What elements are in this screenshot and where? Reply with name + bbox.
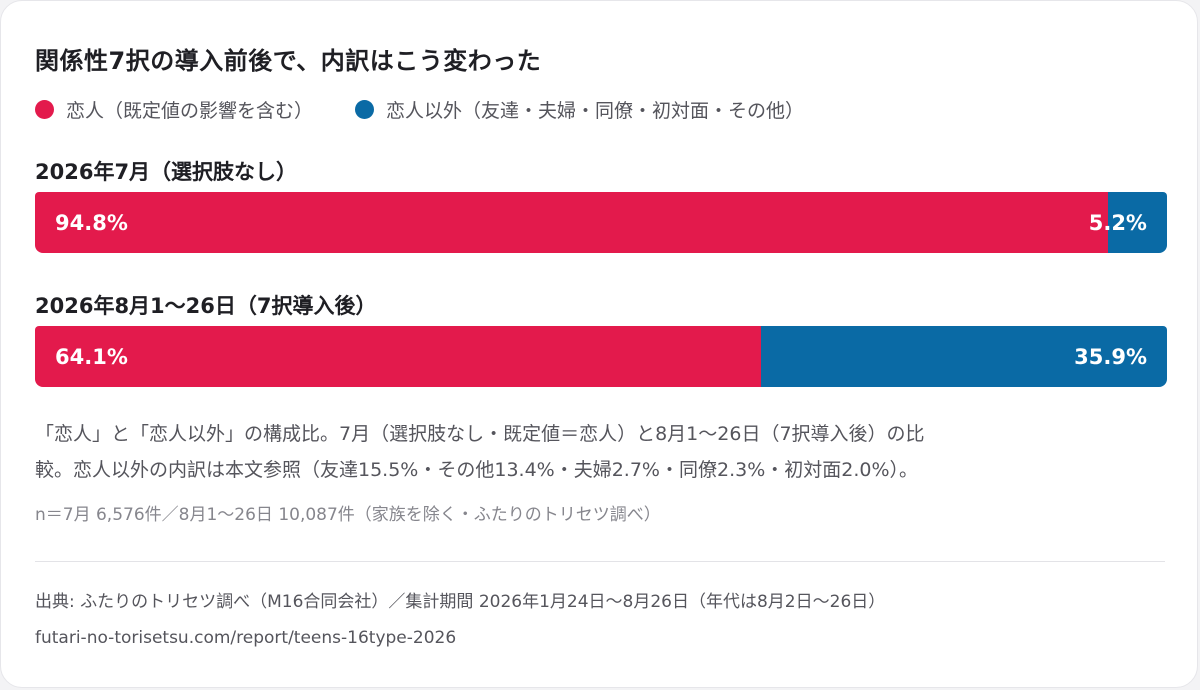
note-line-1: 「恋人」と「恋人以外」の構成比。7月（選択肢なし・既定値＝恋人）と8月1〜26日… [35, 423, 925, 445]
bar-segment-august-lover: 64.1% [35, 326, 761, 387]
source-text: 出典: ふたりのトリセツ調べ（M16合同会社）／集計期間 2026年1月24日〜… [35, 592, 886, 612]
chart-title: 関係性7択の導入前後で、内訳はこう変わった [35, 47, 542, 75]
legend-item-non-lover: 恋人以外（友達・夫婦・同僚・初対面・その他） [355, 96, 804, 123]
legend-item-lover: 恋人（既定値の影響を含む） [35, 96, 313, 123]
data-label-august-non-lover: 35.9% [1074, 344, 1147, 369]
bar-segment-july-lover: 94.8% [35, 192, 1109, 253]
data-label-july-lover: 94.8% [55, 210, 128, 235]
bar-segment-july-non-lover: 5.2% [1089, 192, 1167, 253]
data-label-july-non-lover: 5.2% [1088, 210, 1147, 235]
bar-august: 64.1% 35.9% [35, 326, 1167, 387]
source-url: futari-no-torisetsu.com/report/teens-16t… [35, 628, 457, 648]
legend-dot-lover [35, 100, 54, 119]
category-label-august: 2026年8月1〜26日（7択導入後） [35, 294, 377, 318]
sample-size-note: n＝7月 6,576件／8月1〜26日 10,087件（家族を除く・ふたりのトリ… [35, 505, 661, 525]
legend-label-lover: 恋人（既定値の影響を含む） [66, 100, 314, 122]
bar-segment-august-non-lover: 35.9% [760, 326, 1167, 387]
note-line-2: 較。恋人以外の内訳は本文参照（友達15.5%・その他13.4%・夫婦2.7%・同… [35, 459, 919, 481]
bar-july: 94.8% 5.2% [35, 192, 1167, 253]
legend: 恋人（既定値の影響を含む） 恋人以外（友達・夫婦・同僚・初対面・その他） [35, 96, 846, 123]
category-label-july: 2026年7月（選択肢なし） [35, 160, 298, 184]
data-label-august-lover: 64.1% [55, 344, 128, 369]
legend-dot-non-lover [355, 100, 375, 119]
legend-label-non-lover: 恋人以外（友達・夫婦・同僚・初対面・その他） [386, 100, 805, 122]
divider [35, 561, 1165, 562]
